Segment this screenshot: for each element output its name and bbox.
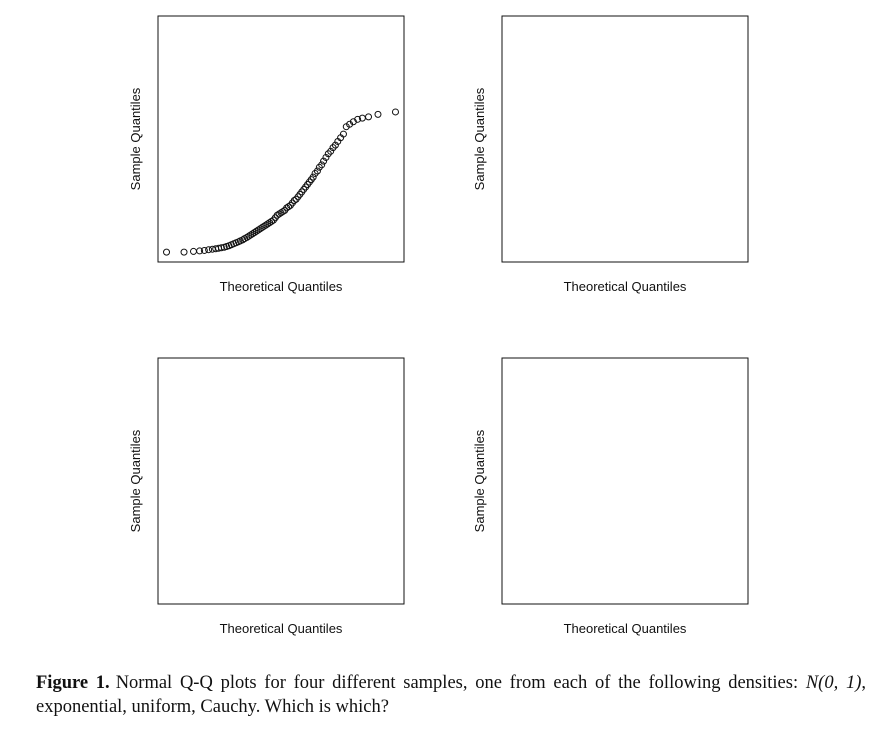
y-axis-label: Sample Quantiles [472, 87, 487, 190]
caption-label: Figure 1. [36, 673, 110, 693]
plot-frame [501, 357, 749, 605]
qq-panel-top-left: Theoretical Quantiles Sample Quantiles [128, 15, 405, 294]
caption-math: N(0, 1) [805, 673, 862, 693]
data-point [331, 141, 339, 149]
y-axis-label: Sample Quantiles [128, 87, 143, 190]
x-axis-label: Theoretical Quantiles [564, 621, 687, 636]
x-axis-label: Theoretical Quantiles [564, 279, 687, 294]
qq-panel-top-right: Theoretical Quantiles Sample Quantiles [472, 15, 749, 294]
y-axis-label: Sample Quantiles [128, 429, 143, 532]
data-point [318, 161, 326, 169]
qq-panel-bottom-left: Theoretical Quantiles Sample Quantiles [128, 357, 405, 636]
data-point [374, 110, 382, 118]
data-point [268, 217, 276, 225]
y-axis-label: Sample Quantiles [472, 429, 487, 532]
data-point [205, 246, 213, 254]
data-point [354, 115, 362, 123]
x-axis-label: Theoretical Quantiles [220, 279, 343, 294]
data-point [339, 130, 347, 138]
data-point [322, 153, 330, 161]
data-point [290, 197, 298, 204]
data-point [309, 173, 317, 181]
plot-frame [157, 357, 405, 605]
plot-frame [501, 15, 749, 263]
figure-caption: Figure 1. Normal Q-Q plots for four diffe… [36, 671, 866, 719]
data-point [217, 244, 225, 252]
caption-text-1: Normal Q-Q plots for four different samp… [115, 673, 806, 693]
data-point [320, 157, 328, 165]
plot-frame [157, 15, 405, 263]
data-point [313, 167, 321, 175]
caption-text-2: , exponential, uniform, Cauchy. Which is… [36, 673, 866, 717]
data-point [196, 247, 204, 255]
data-point [285, 203, 293, 211]
data-point [163, 248, 171, 256]
data-point [391, 108, 399, 116]
data-point [365, 113, 373, 121]
x-axis-label: Theoretical Quantiles [220, 621, 343, 636]
data-point [327, 147, 335, 155]
data-point [189, 247, 197, 255]
qq-panel-bottom-right: Theoretical Quantiles Sample Quantiles [472, 357, 749, 636]
data-point [200, 246, 208, 254]
data-point [279, 208, 287, 216]
data-point [180, 248, 188, 256]
